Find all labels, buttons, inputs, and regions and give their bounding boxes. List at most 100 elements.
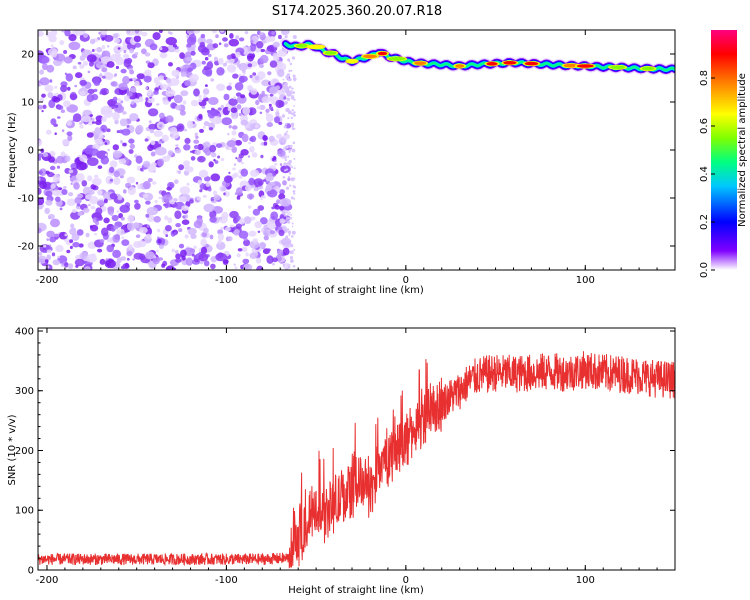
noise-blob (293, 98, 296, 101)
noise-blob (175, 144, 179, 147)
noise-blob (139, 168, 144, 171)
noise-blob (212, 43, 219, 49)
noise-blob (231, 130, 237, 136)
noise-blob (287, 217, 290, 220)
noise-blob (114, 104, 119, 109)
noise-blob (236, 104, 242, 110)
noise-blob (117, 196, 123, 201)
noise-blob (239, 218, 245, 225)
noise-blob (283, 125, 287, 129)
noise-blob (38, 227, 42, 234)
noise-blob (73, 182, 80, 190)
noise-blob (101, 116, 107, 123)
noise-blob (112, 96, 118, 102)
signal-hotspot (486, 62, 498, 66)
noise-blob (279, 198, 291, 207)
noise-blob (187, 227, 197, 236)
noise-blob (128, 244, 133, 250)
noise-blob (147, 62, 155, 69)
noise-blob (239, 112, 242, 117)
noise-blob (287, 117, 290, 120)
noise-blob (147, 108, 159, 117)
noise-blob (68, 192, 74, 197)
noise-blob (293, 79, 296, 82)
noise-blob (283, 96, 287, 100)
noise-blob (237, 248, 243, 252)
noise-blob (290, 196, 294, 200)
noise-blob (137, 184, 142, 190)
noise-blob (186, 120, 194, 129)
noise-blob (217, 107, 222, 111)
noise-blob (226, 140, 237, 148)
noise-blob (292, 141, 296, 145)
noise-blob (53, 96, 61, 103)
noise-blob (272, 41, 280, 48)
noise-blob (186, 43, 192, 48)
noise-blob (291, 56, 295, 60)
noise-blob (215, 143, 223, 149)
noise-blob (265, 113, 274, 123)
noise-blob (158, 196, 162, 200)
noise-blob (290, 69, 293, 72)
noise-blob (133, 252, 144, 260)
noise-blob (292, 265, 296, 268)
noise-blob (186, 30, 195, 35)
noise-blob (277, 149, 286, 157)
noise-blob (38, 139, 43, 145)
noise-blob (250, 88, 258, 95)
noise-blob (288, 85, 292, 89)
noise-blob (99, 62, 103, 66)
noise-blob (91, 48, 95, 53)
noise-blob (72, 241, 80, 248)
noise-blob (41, 109, 44, 113)
noise-blob (59, 207, 63, 211)
noise-blob (223, 191, 230, 197)
noise-blob (93, 174, 99, 178)
noise-blob (255, 48, 261, 53)
noise-blob (236, 195, 241, 200)
noise-blob (94, 48, 98, 52)
noise-blob (126, 176, 136, 184)
y-tick-label: -20 (18, 242, 34, 253)
noise-blob (153, 77, 160, 84)
noise-blob (109, 178, 114, 182)
noise-blob (165, 115, 174, 123)
noise-blob (291, 235, 294, 238)
noise-blob (211, 152, 217, 158)
noise-blob (102, 75, 106, 79)
noise-blob (106, 244, 114, 253)
noise-blob (143, 75, 152, 83)
noise-blob (260, 154, 264, 159)
noise-blob (232, 73, 239, 79)
noise-blob (220, 226, 224, 230)
noise-blob (291, 87, 294, 90)
noise-blob (208, 97, 219, 105)
noise-blob (46, 238, 49, 241)
noise-blob (159, 112, 165, 119)
x-tick-label: 100 (576, 275, 595, 286)
noise-blob (57, 116, 61, 119)
noise-blob (127, 214, 135, 223)
noise-blob (72, 65, 77, 70)
noise-blob (63, 56, 73, 64)
noise-blob (136, 73, 145, 80)
noise-blob (255, 124, 259, 128)
noise-blob (85, 232, 90, 238)
noise-blob (284, 101, 288, 105)
noise-blob (124, 262, 130, 269)
noise-blob (145, 200, 151, 205)
noise-blob (120, 230, 125, 235)
noise-blob (151, 162, 157, 167)
noise-blob (229, 210, 239, 219)
noise-blob (145, 233, 152, 240)
noise-blob (39, 180, 47, 190)
noise-blob (208, 161, 214, 168)
noise-blob (229, 33, 234, 39)
noise-blob (215, 34, 219, 39)
noise-blob (49, 236, 57, 243)
signal-hotspot (347, 59, 357, 63)
noise-blob (174, 250, 179, 254)
x-tick-label: 0 (403, 275, 409, 286)
noise-blob (112, 111, 120, 121)
noise-blob (181, 205, 190, 212)
